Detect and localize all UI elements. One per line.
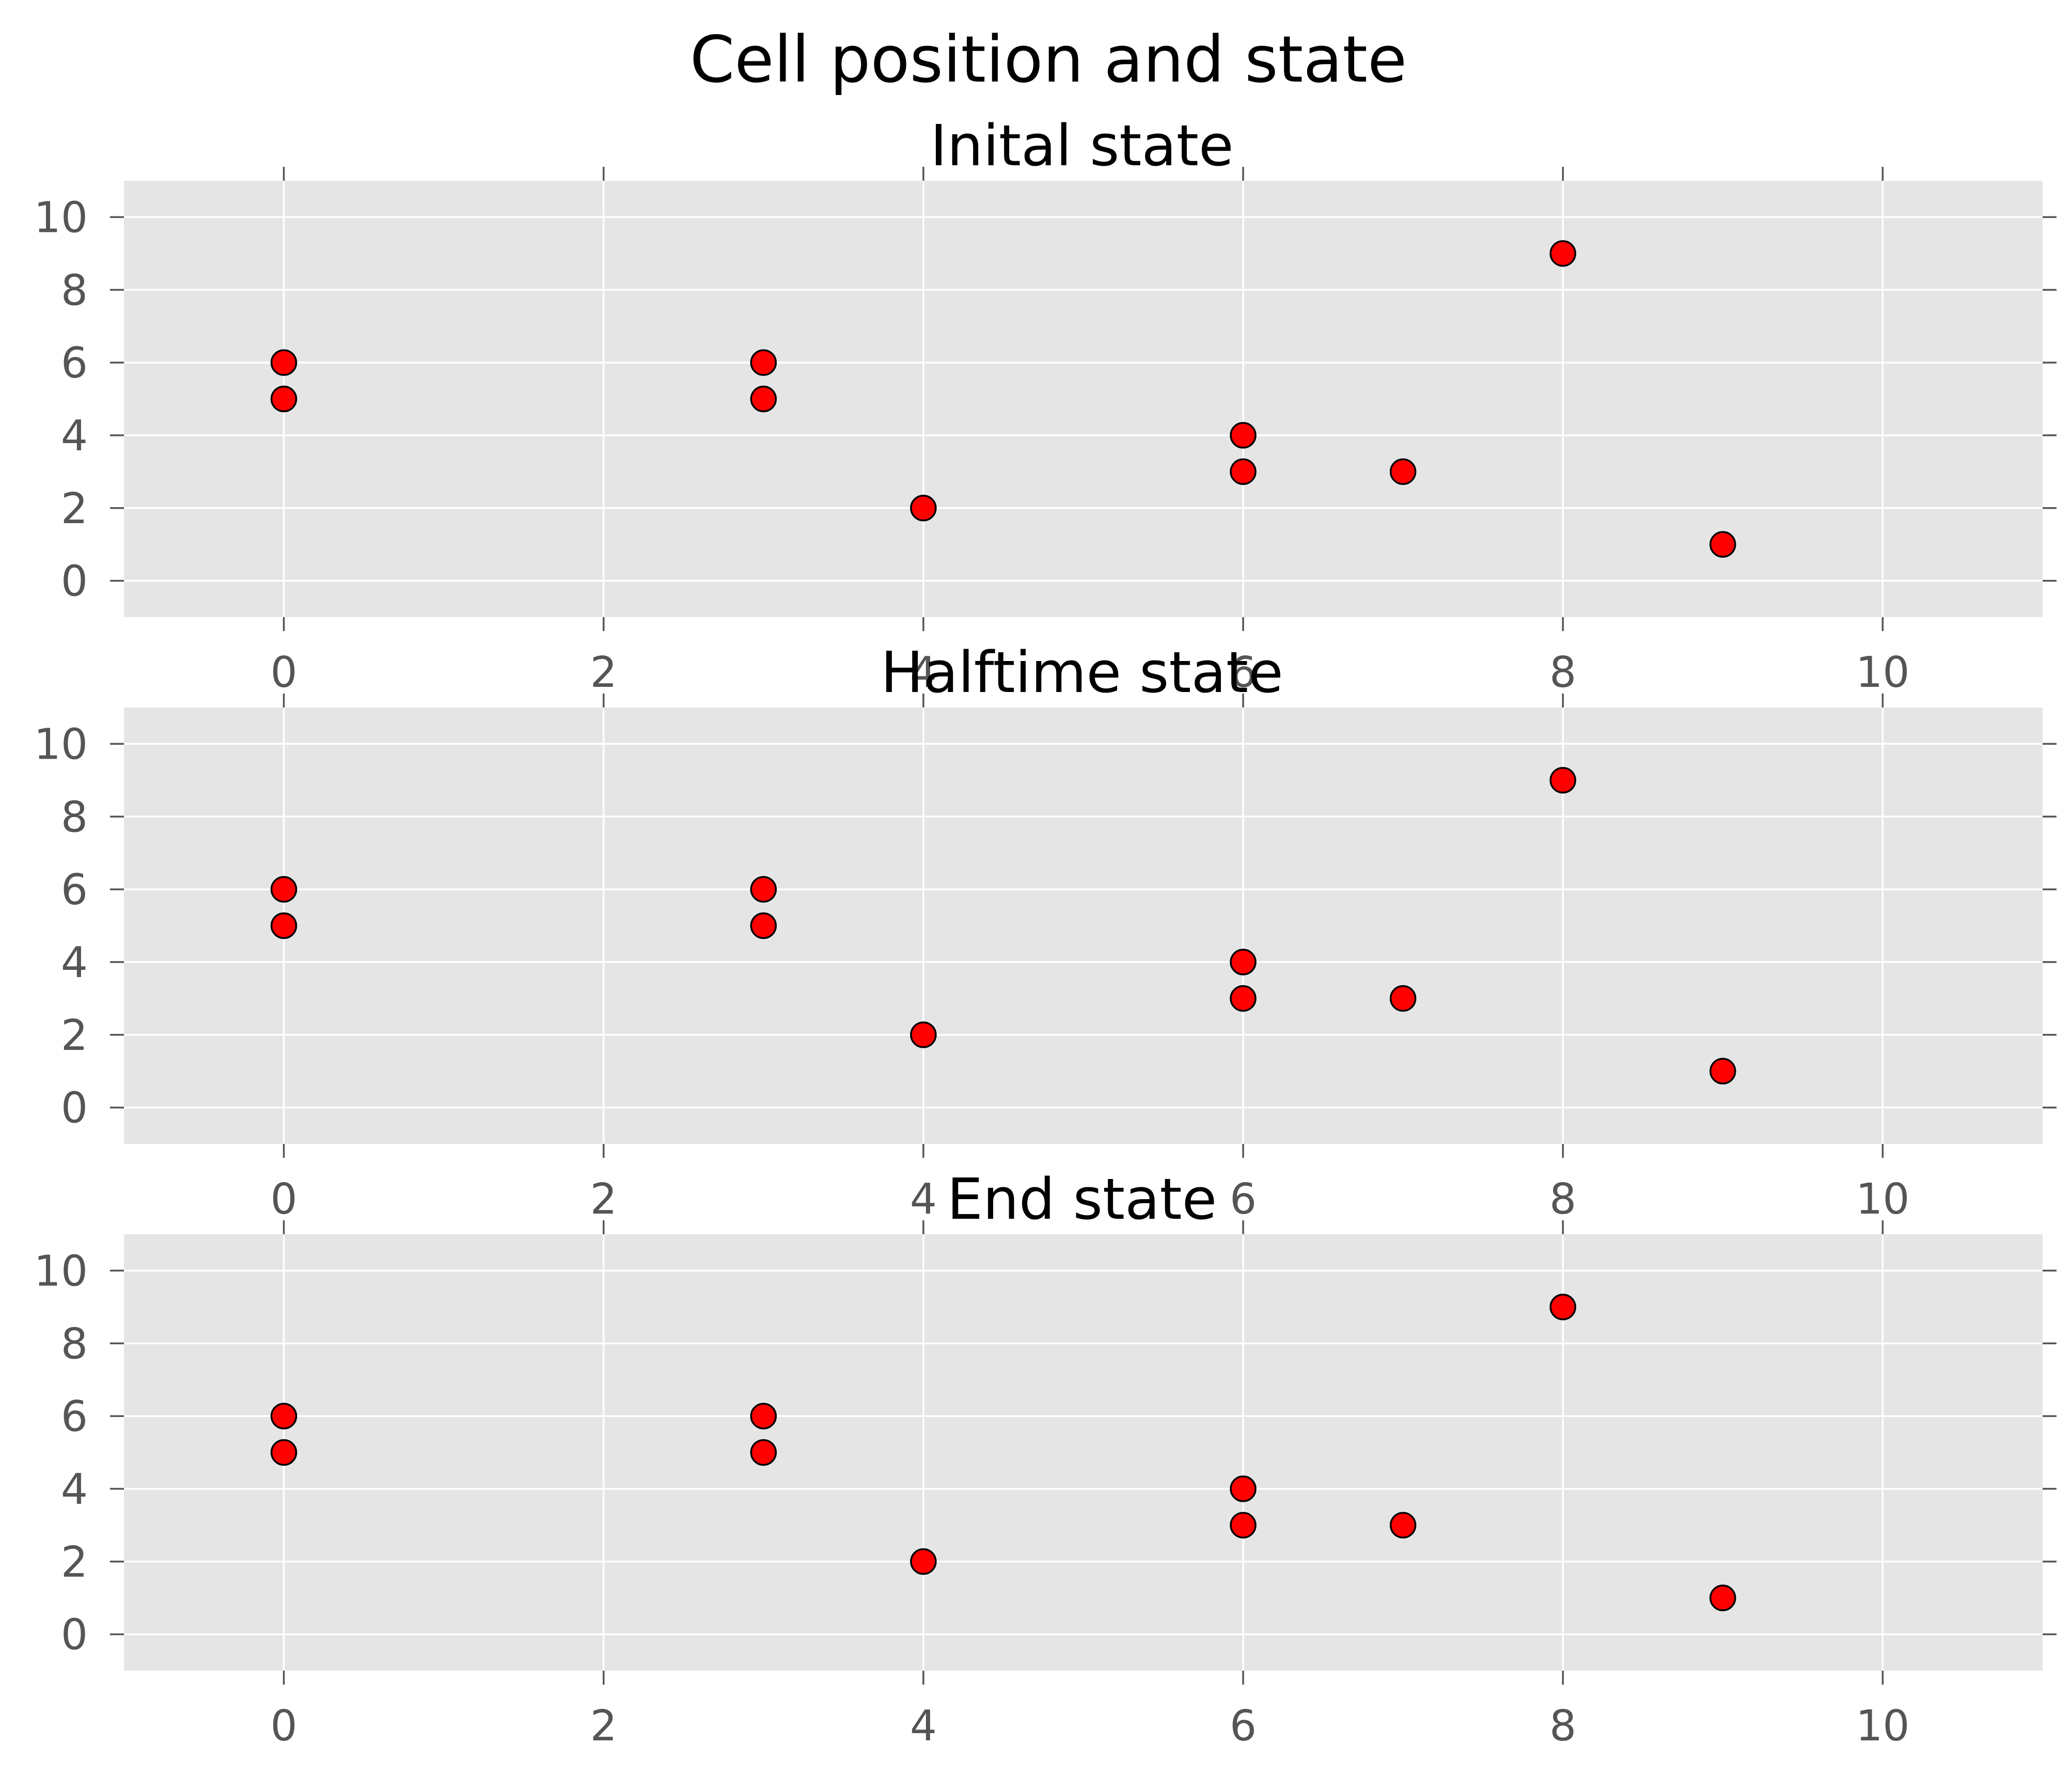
y-tick-label: 10 <box>34 720 88 769</box>
data-point <box>1709 531 1736 558</box>
y-tick-label: 4 <box>61 1465 88 1514</box>
x-tick-label: 2 <box>590 648 617 697</box>
y-tick-label: 2 <box>61 484 88 533</box>
x-tick-label: 4 <box>910 1702 937 1751</box>
x-tick-label: 0 <box>270 648 297 697</box>
y-tick-label: 6 <box>61 339 88 388</box>
panel-title: Halftime state <box>881 639 1283 705</box>
y-tick-label: 8 <box>61 1319 88 1369</box>
y-tick-label: 10 <box>34 1247 88 1296</box>
data-point <box>750 1439 777 1466</box>
y-tick-label: 4 <box>61 938 88 987</box>
data-point <box>910 1021 937 1048</box>
panel-title: End state <box>947 1166 1217 1232</box>
y-tick-label: 6 <box>61 866 88 915</box>
y-tick-label: 4 <box>61 412 88 461</box>
x-tick-label: 8 <box>1549 1175 1576 1224</box>
y-tick-label: 2 <box>61 1011 88 1060</box>
panel-2: 0 2 4 6 8 10 0 2 4 6 8 10 Halftime state <box>34 639 2057 1224</box>
data-point <box>270 876 297 903</box>
x-tick-label: 2 <box>590 1702 617 1751</box>
panels-layer: 0 2 4 6 8 10 0 2 4 6 8 10 Inital state 0 2 4 6 8 10 0 2 4 6 8 10… <box>34 113 2057 1751</box>
x-tick-label: 4 <box>910 1175 937 1224</box>
x-tick-label: 0 <box>270 1702 297 1751</box>
x-tick-label: 6 <box>1230 1702 1257 1751</box>
y-tick-label: 0 <box>61 1084 88 1133</box>
x-tick-label: 8 <box>1549 648 1576 697</box>
panel-background <box>124 708 2043 1144</box>
y-tick-label: 10 <box>34 193 88 242</box>
data-point <box>1389 458 1417 485</box>
data-point <box>270 349 297 376</box>
data-point <box>750 876 777 903</box>
data-point <box>910 1548 937 1575</box>
x-tick-label: 8 <box>1549 1702 1576 1751</box>
x-tick-label: 10 <box>1856 1702 1909 1751</box>
panel-3: 0 2 4 6 8 10 0 2 4 6 8 10 End state <box>34 1166 2057 1751</box>
panel-background <box>124 1234 2043 1671</box>
data-point <box>1230 422 1257 449</box>
data-point <box>1709 1058 1736 1085</box>
data-point <box>1549 1294 1576 1321</box>
data-point <box>1549 240 1576 267</box>
data-point <box>750 385 777 413</box>
data-point <box>750 1403 777 1429</box>
x-tick-label: 2 <box>590 1175 617 1224</box>
data-point <box>270 385 297 413</box>
x-tick-label: 6 <box>1230 648 1257 697</box>
data-point <box>1709 1584 1736 1611</box>
y-tick-label: 8 <box>61 266 88 315</box>
data-point <box>1230 1475 1257 1502</box>
data-point <box>1230 1512 1257 1539</box>
x-tick-label: 6 <box>1230 1175 1257 1224</box>
data-point <box>270 912 297 939</box>
data-point <box>1389 985 1417 1012</box>
y-tick-label: 8 <box>61 793 88 842</box>
data-point <box>1549 767 1576 794</box>
x-tick-label: 10 <box>1856 1175 1909 1224</box>
panel-title: Inital state <box>930 113 1233 179</box>
data-point <box>270 1403 297 1429</box>
panel-1: 0 2 4 6 8 10 0 2 4 6 8 10 Inital state <box>34 113 2057 697</box>
x-tick-label: 0 <box>270 1175 297 1224</box>
data-point <box>1389 1512 1417 1539</box>
data-point <box>1230 458 1257 485</box>
data-point <box>1230 985 1257 1012</box>
data-point <box>750 912 777 939</box>
chart-title: Cell position and state <box>690 23 1407 97</box>
y-tick-label: 0 <box>61 557 88 606</box>
data-point <box>1230 949 1257 976</box>
y-tick-label: 2 <box>61 1538 88 1587</box>
x-tick-label: 4 <box>910 648 937 697</box>
data-point <box>270 1439 297 1466</box>
x-tick-label: 10 <box>1856 648 1909 697</box>
data-point <box>910 495 937 522</box>
panel-background <box>124 181 2043 617</box>
y-tick-label: 6 <box>61 1392 88 1441</box>
data-point <box>750 349 777 376</box>
y-tick-label: 0 <box>61 1611 88 1660</box>
